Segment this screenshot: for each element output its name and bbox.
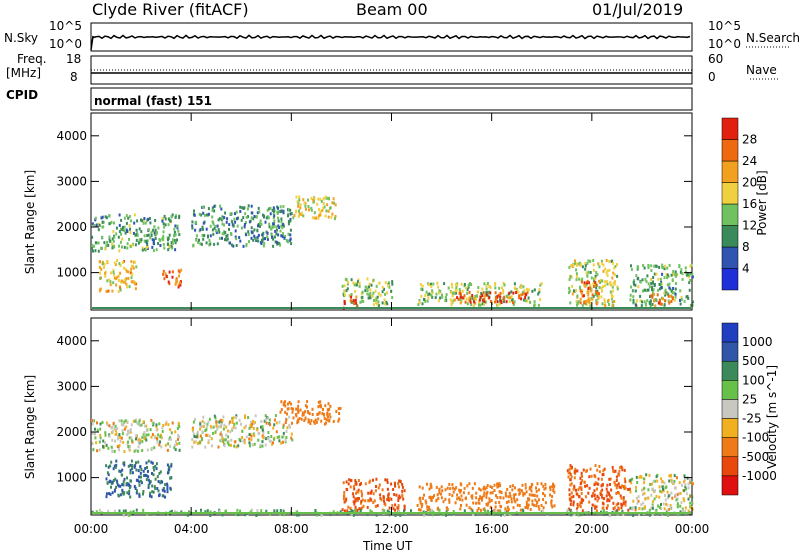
power-colorbar-cell-3: [722, 204, 738, 226]
velocity-colorbar-tick-0: 1000: [742, 335, 773, 349]
velocity-colorbar-cell-4: [722, 399, 738, 418]
power-colorbar-cell-1: [722, 247, 738, 269]
velocity-colorbar-cell-7: [722, 457, 738, 476]
cpid-panel-frame: [91, 88, 692, 110]
velocity-colorbar-tick-4: -25: [742, 412, 762, 426]
velocity-colorbar-cell-2: [722, 361, 738, 380]
velocity-colorbar-cell-6: [722, 438, 738, 457]
power-ytick-label-1: 2000: [56, 220, 87, 234]
power-colorbar-cell-6: [722, 140, 738, 162]
velocity-colorbar-tick-7: -1000: [742, 469, 777, 483]
power-colorbar-tick-2: 12: [742, 219, 757, 233]
power-colorbar-tick-6: 28: [742, 133, 757, 147]
power-colorbar-tick-4: 20: [742, 176, 757, 190]
power-colorbar-tick-5: 24: [742, 154, 757, 168]
xtick-label-5: 20:00: [575, 522, 610, 536]
velocity-colorbar-tick-6: -500: [742, 450, 769, 464]
xtick-label-4: 16:00: [474, 522, 509, 536]
power-ytick-label-0: 1000: [56, 266, 87, 280]
nsky-trace: [91, 35, 690, 50]
velocity-colorbar-tick-1: 500: [742, 354, 765, 368]
velocity-colorbar-tick-2: 100: [742, 373, 765, 387]
xtick-label-1: 04:00: [174, 522, 209, 536]
power-colorbar-cell-0: [722, 269, 738, 291]
velocity-colorbar-tick-3: 25: [742, 392, 757, 406]
velocity-ytick-label-3: 4000: [56, 334, 87, 348]
velocity-colorbar-cell-8: [722, 476, 738, 495]
xtick-label-3: 12:00: [374, 522, 409, 536]
velocity-colorbar-cell-1: [722, 342, 738, 361]
velocity-colorbar-tick-5: -100: [742, 431, 769, 445]
power-ytick-label-3: 4000: [56, 129, 87, 143]
velocity-colorbar-cell-3: [722, 380, 738, 399]
velocity-ytick-label-2: 3000: [56, 379, 87, 393]
power-colorbar-cell-7: [722, 118, 738, 140]
velocity-colorbar-cell-5: [722, 419, 738, 438]
power-colorbar-cell-2: [722, 226, 738, 248]
xtick-label-6: 00:00: [675, 522, 710, 536]
xtick-label-2: 08:00: [274, 522, 309, 536]
xtick-label-0: 00:00: [74, 522, 109, 536]
velocity-ytick-label-0: 1000: [56, 471, 87, 485]
velocity-ytick-label-1: 2000: [56, 425, 87, 439]
power-colorbar-cell-4: [722, 183, 738, 205]
velocity-colorbar-cell-0: [722, 323, 738, 342]
power-colorbar-tick-0: 4: [742, 262, 750, 276]
power-colorbar-tick-1: 8: [742, 240, 750, 254]
power-ytick-label-2: 3000: [56, 174, 87, 188]
power-colorbar-tick-3: 16: [742, 197, 757, 211]
power-colorbar-cell-5: [722, 161, 738, 183]
